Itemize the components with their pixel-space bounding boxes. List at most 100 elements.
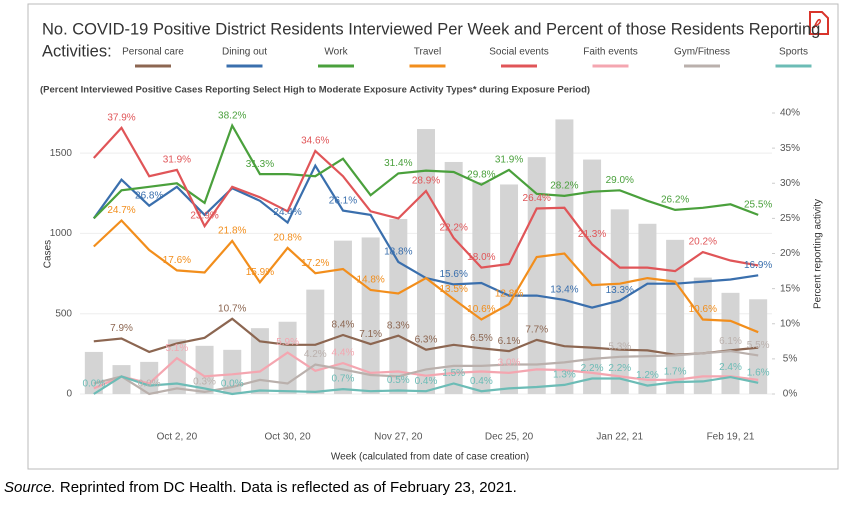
data-label: 0.4% [470,376,493,387]
bar [417,129,435,395]
data-label: 6.1% [498,336,521,347]
data-label: 2.2% [581,363,604,374]
y-tick-label: 1000 [50,228,73,239]
bar [500,184,519,394]
line-series [93,317,759,356]
data-label: 38.2% [218,110,246,121]
source-text: Reprinted from DC Health. Data is reflec… [56,479,517,496]
data-label: 24.7% [107,205,135,216]
data-label: 5.5% [747,340,770,351]
legend-label: Work [324,47,348,58]
data-label: 24.4% [273,207,301,218]
data-label: 13.5% [440,284,468,295]
y2-tick-label: 15% [780,283,800,294]
y-axis-title: Cases [43,240,54,268]
data-label: 28.9% [412,176,440,187]
legend-label: Faith events [583,47,637,58]
bar [472,182,491,394]
data-label: 15.9% [246,267,274,278]
data-label: 23.9% [190,211,218,222]
source-label: Source. [4,479,56,496]
y2-tick-label: 35% [780,143,800,154]
source-note: Source. Reprinted from DC Health. Data i… [4,479,517,496]
bar [693,277,712,394]
data-label: 0.0% [221,379,244,390]
line-series [92,125,759,273]
data-label: 21.8% [218,225,246,236]
data-label: 1.7% [664,367,687,378]
line-series [93,351,759,390]
data-label: 5.1% [165,343,188,354]
y2-tick-label: 25% [780,213,800,224]
data-label: 34.6% [301,136,329,147]
line-series [93,122,759,220]
x-tick-label: Oct 30, 20 [265,432,312,443]
data-label: 7.7% [525,325,548,336]
y2-tick-label: 0% [783,389,798,400]
bar [749,299,768,394]
y2-tick-label: 30% [780,178,800,189]
data-label: 31.9% [163,155,191,166]
x-tick-label: Feb 19, 21 [707,432,755,443]
data-label: 4.4% [332,348,355,359]
bar [112,365,131,394]
bar [278,321,297,394]
data-label: 6.5% [470,333,493,344]
bar [84,351,103,394]
data-label: 18.8% [384,247,412,258]
data-label: 31.9% [495,155,523,166]
y2-tick-label: 5% [783,354,798,365]
data-label: 7.9% [110,323,133,334]
y2-tick-label: 20% [780,248,800,259]
data-label: 3.0% [498,358,521,369]
data-label: 17.6% [163,255,191,266]
chart-subtitle: (Percent Interviewed Positive Cases Repo… [40,85,590,96]
data-label: 1.3% [553,370,576,381]
data-label: 4.2% [304,349,327,360]
data-label: 0.0% [82,379,105,390]
legend-label: Personal care [122,47,184,58]
y-tick-label: 500 [55,308,72,319]
data-label: 29.0% [606,175,634,186]
data-label: 0.4% [415,376,438,387]
data-label: 13.4% [550,285,578,296]
data-label: 6.3% [415,334,438,345]
y-tick-label: 1500 [50,148,73,159]
data-label: 37.9% [107,112,135,123]
x-tick-label: Oct 2, 20 [157,432,198,443]
line-series [93,349,759,396]
data-label: 26.4% [523,193,551,204]
data-label: 0.0% [138,379,161,390]
data-label: 26.8% [135,190,163,201]
data-label: 0.3% [193,377,216,388]
pdf-icon[interactable] [809,11,829,35]
bar [638,223,657,394]
data-label: 18.0% [467,252,495,263]
data-label: 25.5% [744,200,772,211]
bar [721,292,740,394]
data-label: 2.2% [608,363,631,374]
line-series [93,218,759,334]
y-tick-label: 0 [66,389,72,400]
data-label: 12.8% [495,289,523,300]
data-label: 8.3% [387,320,410,331]
x-axis-title: Week (calculated from date of case creat… [331,452,529,463]
data-label: 16.9% [744,260,772,271]
data-label: 13.3% [606,285,634,296]
data-label: 1.2% [636,370,659,381]
data-label: 31.4% [384,158,412,169]
data-label: 20.8% [273,233,301,244]
data-label: 21.3% [578,229,606,240]
data-label: 26.1% [329,195,357,206]
chart-title: Activities: [42,42,112,60]
bar [223,349,242,394]
data-label: 5.3% [608,341,631,352]
legend-label: Gym/Fitness [674,47,730,58]
data-label: 22.2% [440,223,468,234]
bar [250,328,269,394]
bar [195,345,214,394]
data-label: 29.8% [467,169,495,180]
data-label: 31.3% [246,159,274,170]
